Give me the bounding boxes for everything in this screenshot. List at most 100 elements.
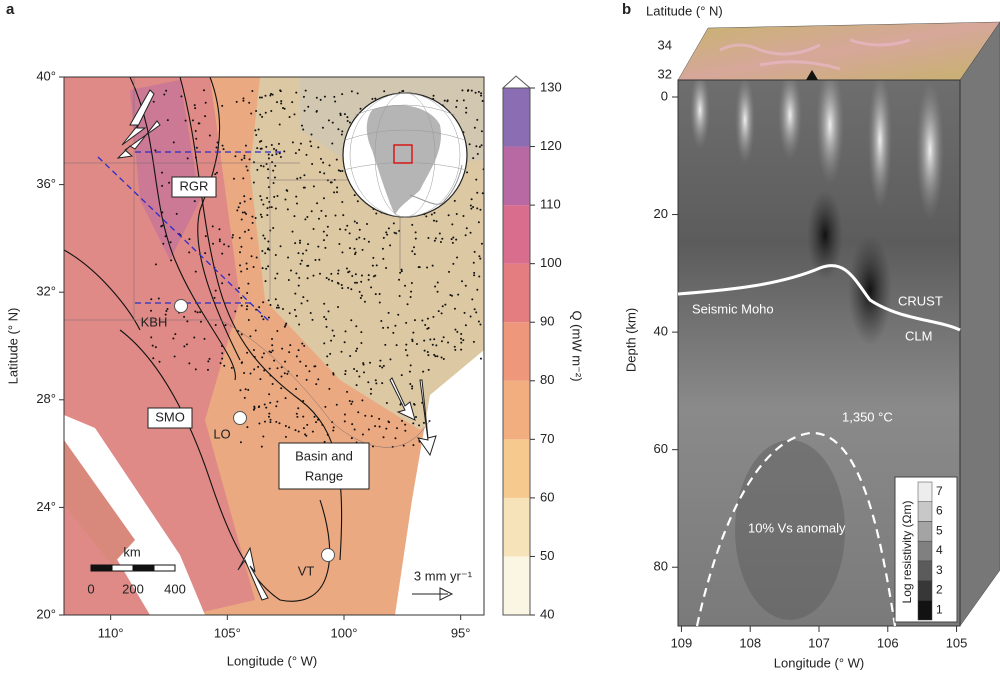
event-dot [243, 154, 246, 157]
event-dot [344, 330, 347, 333]
event-dot [195, 137, 198, 140]
event-dot [469, 231, 472, 234]
event-dot [188, 251, 191, 254]
event-dot [193, 200, 196, 203]
event-dot [465, 107, 468, 110]
event-dot [230, 366, 233, 369]
event-dot [414, 237, 417, 240]
event-dot [472, 205, 475, 208]
event-dot [237, 287, 240, 290]
site [233, 411, 247, 425]
event-dot [411, 223, 414, 226]
event-dot [267, 157, 270, 160]
event-dot [336, 191, 339, 194]
y-tick-label: 28° [36, 391, 56, 406]
event-dot [219, 362, 222, 365]
event-dot [346, 116, 349, 119]
event-dot [243, 200, 246, 203]
event-dot [370, 388, 373, 391]
event-dot [436, 281, 439, 284]
event-dot [385, 231, 388, 234]
event-dot [270, 109, 273, 112]
event-dot [381, 247, 384, 250]
event-dot [405, 343, 408, 346]
event-dot [336, 281, 339, 284]
isotherm-line [695, 431, 897, 627]
event-dot [427, 236, 430, 239]
event-dot [275, 420, 278, 423]
event-dot [303, 344, 306, 347]
event-dot [456, 99, 459, 102]
event-dot [311, 162, 314, 165]
event-dot [411, 338, 414, 341]
event-dot [289, 269, 292, 272]
event-dot [400, 270, 403, 273]
event-dot [275, 306, 278, 309]
event-dot [341, 93, 344, 96]
event-dot [340, 133, 343, 136]
event-dot [296, 415, 299, 418]
event-dot [382, 436, 385, 439]
colorbar-tick-label: 70 [540, 431, 554, 446]
event-dot [271, 349, 274, 352]
event-dot [453, 307, 456, 310]
event-dot [358, 228, 361, 231]
event-dot [211, 225, 214, 228]
event-dot [302, 296, 305, 299]
event-dot [168, 181, 171, 184]
event-dot [221, 357, 224, 360]
event-dot [157, 297, 160, 300]
event-dot [340, 284, 343, 287]
event-dot [350, 288, 353, 291]
event-dot [341, 169, 344, 172]
event-dot [479, 208, 482, 211]
event-dot [309, 311, 312, 314]
x-tick-label: 110° [98, 625, 124, 640]
x-tick-label: 95° [451, 625, 471, 640]
event-dot [476, 191, 479, 194]
legend: 1 2 3 4 5 6 7 [917, 481, 943, 621]
event-dot [306, 215, 309, 218]
event-dot [313, 365, 316, 368]
event-dot [315, 383, 318, 386]
event-dot [242, 99, 245, 102]
event-dot [455, 213, 458, 216]
event-dot [277, 306, 280, 309]
event-dot [206, 368, 209, 371]
event-dot [232, 177, 235, 180]
event-dot [249, 372, 252, 375]
event-dot [296, 177, 299, 180]
event-dot [404, 423, 407, 426]
event-dot [271, 154, 274, 157]
event-dot [375, 264, 378, 267]
event-dot [332, 426, 335, 429]
event-dot [235, 100, 238, 103]
event-dot [247, 229, 250, 232]
event-dot [318, 258, 321, 261]
event-dot [470, 207, 473, 210]
event-dot [378, 292, 381, 295]
colorbar-band [503, 380, 530, 440]
event-dot [258, 96, 261, 99]
event-dot [274, 277, 277, 280]
event-dot [260, 96, 263, 99]
event-dot [469, 204, 472, 207]
legend-swatch [917, 501, 933, 522]
legend-swatch [917, 521, 933, 542]
event-dot [389, 244, 392, 247]
event-dot [263, 420, 266, 423]
event-dot [378, 425, 381, 428]
event-dot [323, 302, 326, 305]
event-dot [212, 242, 215, 245]
event-dot [274, 164, 277, 167]
event-dot [326, 225, 329, 228]
panel-label: b [622, 1, 631, 18]
scale-unit: km [123, 544, 140, 559]
event-dot [218, 240, 221, 243]
profiles [97, 151, 285, 323]
event-dot [314, 258, 317, 261]
event-dot [284, 324, 287, 327]
event-dot [244, 388, 247, 391]
event-dot [295, 315, 298, 318]
event-dot [361, 433, 364, 436]
